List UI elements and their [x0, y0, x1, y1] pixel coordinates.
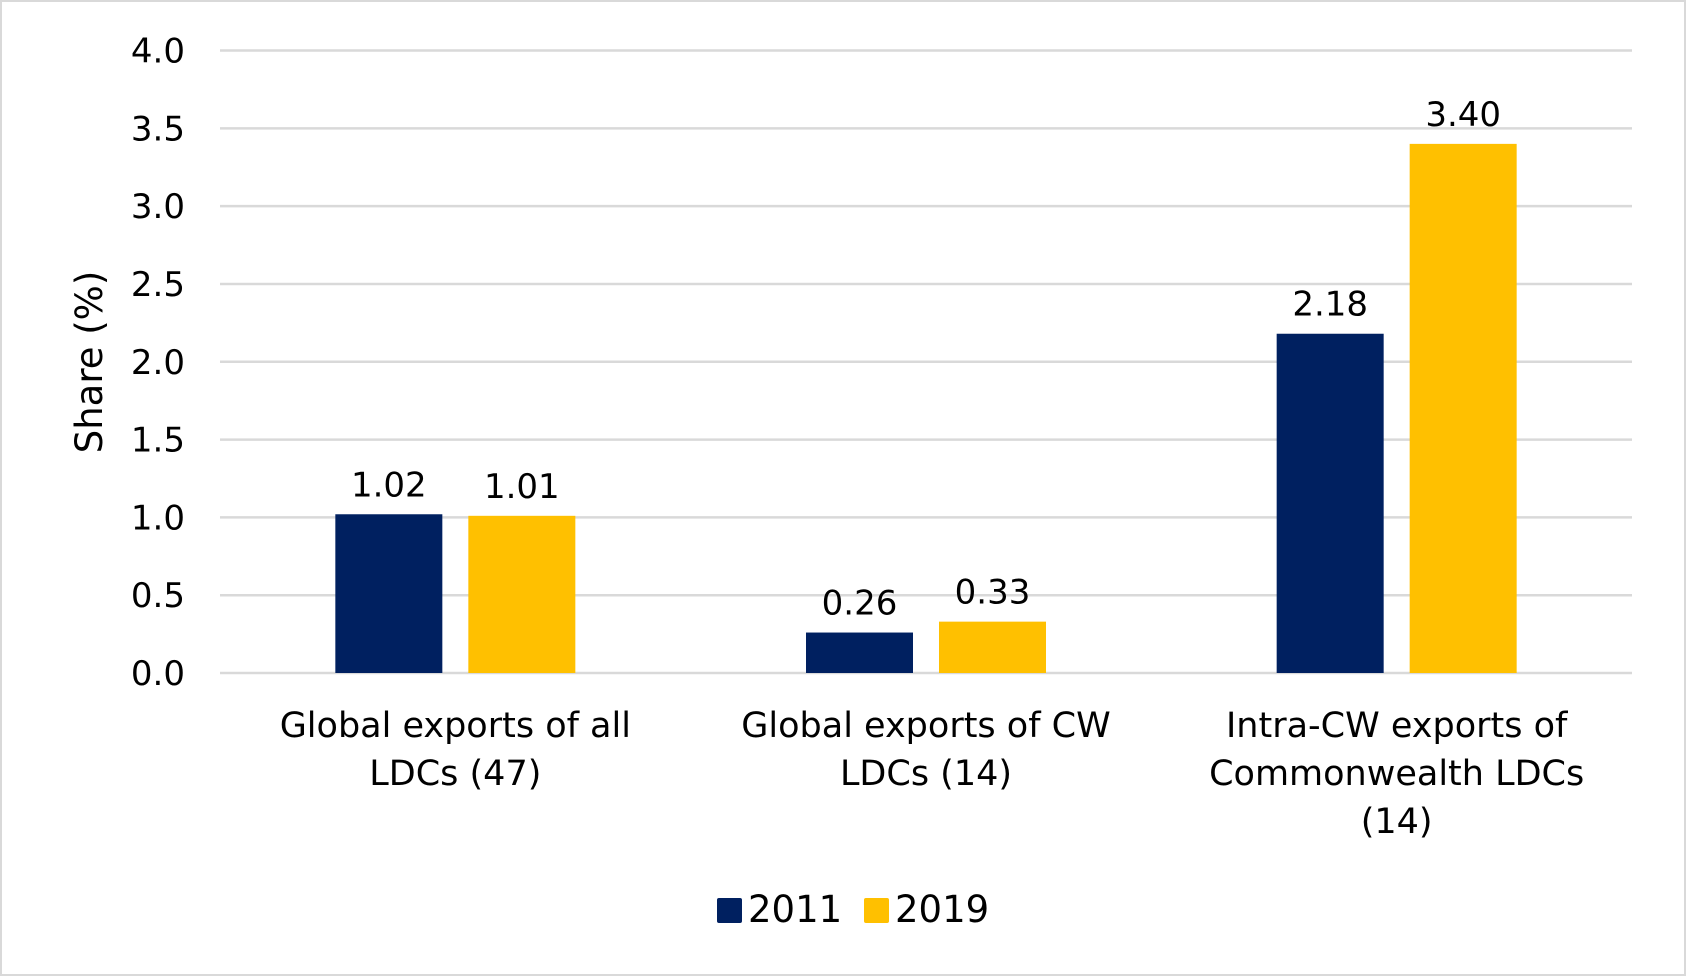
bar-2019	[468, 515, 576, 673]
legend-label: 2019	[895, 888, 989, 931]
legend-swatch-2019	[864, 898, 889, 923]
legend-swatch-2011	[717, 898, 742, 923]
data-label: 1.01	[484, 467, 560, 507]
x-category-label: LDCs (14)	[840, 754, 1012, 794]
legend-label: 2011	[748, 888, 842, 931]
y-tick-label: 0.5	[131, 576, 185, 616]
y-tick-label: 1.5	[131, 421, 185, 461]
data-label: 2.18	[1292, 285, 1368, 325]
y-tick-label: 3.0	[131, 187, 185, 227]
data-label: 0.33	[955, 573, 1031, 613]
x-category-label: LDCs (47)	[369, 754, 541, 794]
x-category-label: Global exports of CW	[741, 706, 1110, 746]
bar-2011	[335, 514, 443, 673]
bar-2019	[1409, 143, 1517, 673]
bar-2011	[1276, 333, 1384, 673]
x-category-label: Intra-CW exports of	[1226, 706, 1568, 746]
x-category-label: Global exports of all	[280, 706, 631, 746]
data-label: 1.02	[351, 465, 427, 505]
bar-2019	[939, 621, 1046, 673]
x-category-label: (14)	[1361, 802, 1433, 842]
data-label: 3.40	[1425, 95, 1501, 135]
y-tick-label: 3.5	[131, 109, 185, 149]
bar-2011	[806, 632, 913, 673]
y-tick-label: 4.0	[131, 32, 185, 72]
y-tick-label: 2.5	[131, 265, 185, 305]
x-category-label: Commonwealth LDCs	[1209, 754, 1584, 794]
y-tick-label: 0.0	[131, 654, 185, 694]
y-axis-label: Share (%)	[68, 271, 111, 454]
data-label: 0.26	[822, 584, 898, 624]
y-tick-label: 2.0	[131, 343, 185, 383]
y-tick-label: 1.0	[131, 498, 185, 538]
